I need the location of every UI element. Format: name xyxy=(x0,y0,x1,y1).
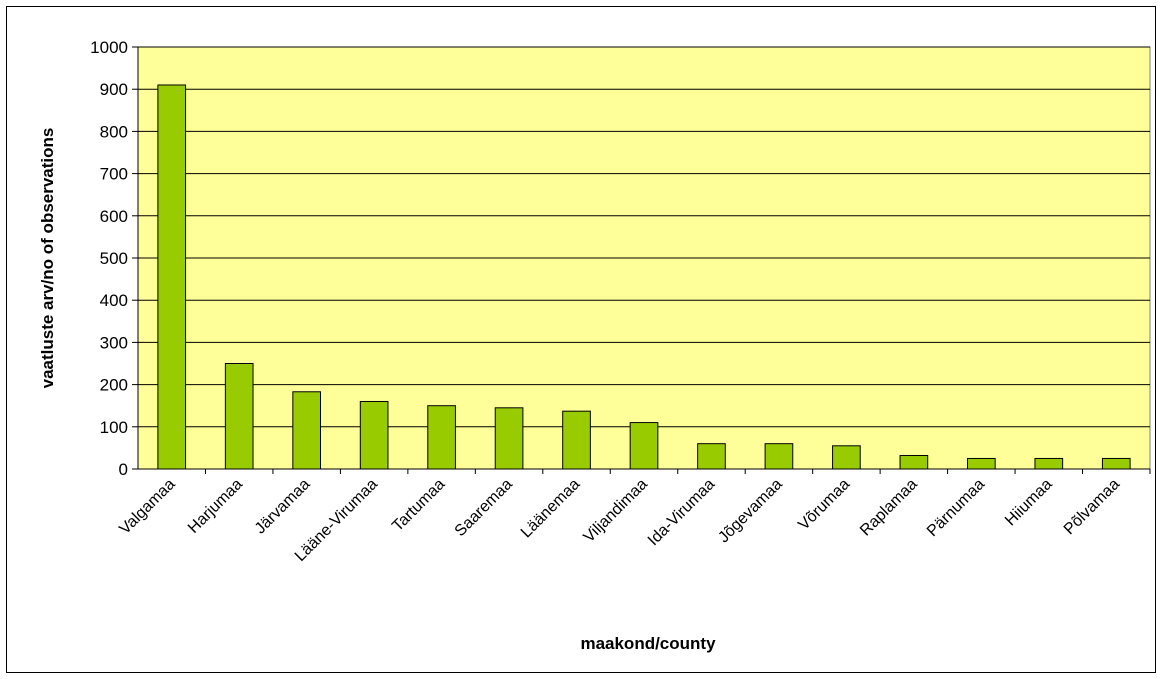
y-tick-label: 600 xyxy=(100,207,128,226)
y-axis-title: vaatluste arv/no of observations xyxy=(38,128,57,389)
y-tick-label: 1000 xyxy=(90,38,128,57)
x-tick-label: Valgamaa xyxy=(116,476,178,538)
bar-9 xyxy=(698,444,726,469)
bar-8 xyxy=(630,423,658,469)
y-tick-label: 500 xyxy=(100,249,128,268)
bar-5 xyxy=(428,406,456,469)
x-tick-label: Võrumaa xyxy=(795,476,853,534)
bar-14 xyxy=(1035,458,1063,469)
x-axis-title: maakond/county xyxy=(580,634,716,653)
bar-1 xyxy=(158,85,186,469)
x-tick-label: Pärnumaa xyxy=(924,476,988,540)
y-tick-label: 300 xyxy=(100,333,128,352)
x-tick-label: Läänemaa xyxy=(518,476,584,542)
y-tick-label: 900 xyxy=(100,80,128,99)
x-tick-label: Raplamaa xyxy=(857,476,921,540)
y-tick-label: 100 xyxy=(100,418,128,437)
y-tick-label: 700 xyxy=(100,165,128,184)
bar-10 xyxy=(765,444,793,469)
x-tick-label: Põlvamaa xyxy=(1061,476,1123,538)
x-tick-label: Saaremaa xyxy=(452,476,516,540)
bar-11 xyxy=(833,446,861,469)
x-tick-label: Ida-Virumaa xyxy=(645,476,719,550)
bar-3 xyxy=(293,392,321,469)
y-tick-label: 800 xyxy=(100,122,128,141)
x-tick-label: Harjumaa xyxy=(185,476,246,537)
x-tick-label: Viljandimaa xyxy=(581,476,651,546)
bar-12 xyxy=(900,455,928,469)
bar-6 xyxy=(495,408,523,469)
bar-4 xyxy=(360,401,388,469)
x-tick-label: Jõgevamaa xyxy=(715,476,786,547)
bar-13 xyxy=(968,458,996,469)
bar-15 xyxy=(1102,458,1130,469)
x-tick-label: Tartumaa xyxy=(389,476,448,535)
bar-2 xyxy=(225,364,253,470)
x-tick-label: Järvamaa xyxy=(252,476,314,538)
y-tick-labels: 0 100 200 300 400 500 600 700 800 900 1000 xyxy=(90,38,128,479)
y-tick-label: 400 xyxy=(100,291,128,310)
y-tick-label: 200 xyxy=(100,376,128,395)
x-tick-label: Hiiumaa xyxy=(1002,476,1056,530)
y-tick-label: 0 xyxy=(119,460,128,479)
bar-7 xyxy=(563,411,591,469)
